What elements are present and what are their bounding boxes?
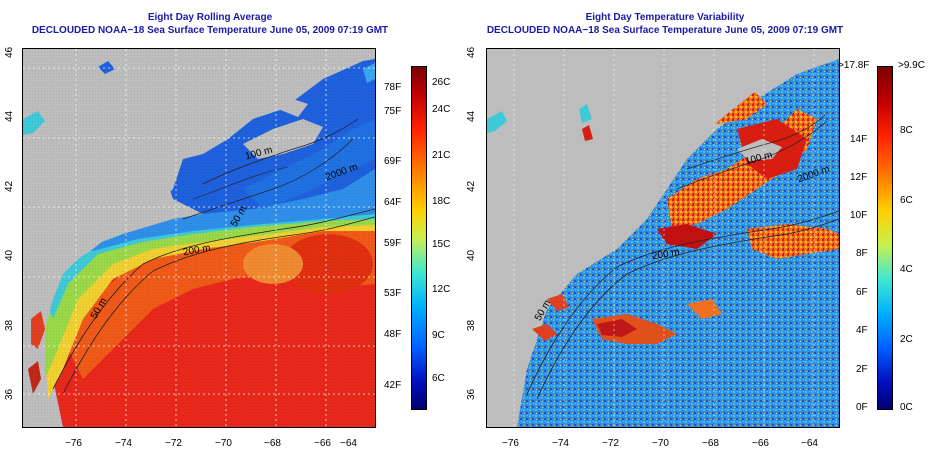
lon-tick: −72 [602,438,619,449]
celsius-tick: 15C [432,239,451,250]
lat-tick: 36 [4,388,15,400]
celsius-tick: 6C [900,195,913,206]
fahrenheit-tick: 69F [384,156,402,167]
fahrenheit-tick: 10F [850,210,868,221]
right-subtitle: DECLOUDED NOAA−18 Sea Surface Temperatur… [486,25,844,36]
fahrenheit-tick: 6F [856,287,868,298]
lat-tick: 42 [466,180,477,192]
fahrenheit-tick: 2F [856,364,868,375]
lon-tick: −70 [215,438,232,449]
fahrenheit-tick: 53F [384,288,402,299]
lat-tick: 38 [4,319,15,331]
fahrenheit-tick: 75F [384,106,402,117]
lon-tick: −72 [165,438,182,449]
left-title: Eight Day Rolling Average [147,12,273,23]
lat-tick: 46 [466,46,477,58]
lat-tick: 42 [4,180,15,192]
fahrenheit-tick: 64F [384,197,402,208]
left-subtitle: DECLOUDED NOAA−18 Sea Surface Temperatur… [31,25,389,36]
lon-tick: −76 [65,438,82,449]
celsius-tick: 24C [432,104,451,115]
celsius-tick: 4C [900,264,913,275]
lon-tick: −70 [652,438,669,449]
celsius-tick: >9.9C [898,60,925,71]
fahrenheit-tick: 48F [384,329,402,340]
lat-tick: 44 [4,110,15,122]
celsius-tick: 8C [900,125,913,136]
fahrenheit-tick: 59F [384,238,402,249]
lon-tick: −68 [264,438,281,449]
lon-tick: −66 [314,438,331,449]
celsius-tick: 0C [900,402,913,413]
lon-tick: −66 [752,438,769,449]
celsius-tick: 12C [432,284,451,295]
celsius-tick: 21C [432,150,451,161]
right-title: Eight Day Temperature Variability [585,12,745,23]
lon-tick: −76 [502,438,519,449]
lat-tick: 44 [466,110,477,122]
variability-colorbar [877,66,893,410]
fahrenheit-tick: 14F [850,134,868,145]
fahrenheit-tick: 0F [856,402,868,413]
lat-tick: 46 [4,46,15,58]
sst-colorbar [411,66,427,410]
lat-tick: 38 [466,319,477,331]
fahrenheit-tick: >17.8F [838,60,870,71]
fahrenheit-tick: 42F [384,380,402,391]
lat-tick: 40 [466,249,477,261]
fahrenheit-tick: 4F [856,325,868,336]
sst-average-map: 100 m 2000 m 50 m 200 m 50 m [22,48,376,428]
fahrenheit-tick: 8F [856,248,868,259]
fahrenheit-tick: 12F [850,172,868,183]
lon-tick: −74 [115,438,132,449]
celsius-tick: 9C [432,330,445,341]
celsius-tick: 6C [432,373,445,384]
lon-tick: −64 [340,438,357,449]
celsius-tick: 26C [432,77,451,88]
sst-variability-map: 100 m 2000 m 200 m 50 m [486,48,840,428]
celsius-tick: 2C [900,334,913,345]
lon-tick: −74 [552,438,569,449]
lat-tick: 40 [4,249,15,261]
lon-tick: −68 [702,438,719,449]
lat-tick: 36 [466,388,477,400]
celsius-tick: 18C [432,196,451,207]
lon-tick: −64 [801,438,818,449]
fahrenheit-tick: 78F [384,82,402,93]
